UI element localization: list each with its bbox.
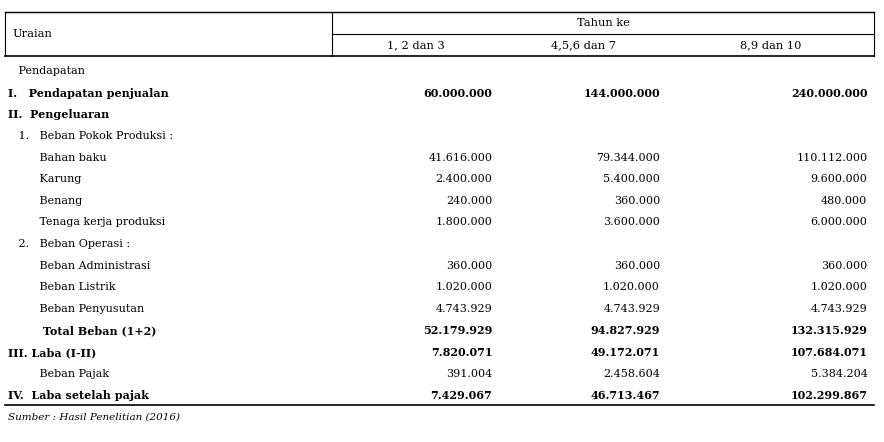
Text: 46.713.467: 46.713.467 xyxy=(591,390,660,401)
Text: Beban Pajak: Beban Pajak xyxy=(8,369,109,378)
Text: 1, 2 dan 3: 1, 2 dan 3 xyxy=(386,40,445,50)
Text: 49.172.071: 49.172.071 xyxy=(591,347,660,358)
Text: Beban Penyusutan: Beban Penyusutan xyxy=(8,304,144,314)
Text: 4,5,6 dan 7: 4,5,6 dan 7 xyxy=(551,40,616,50)
Text: 360.000: 360.000 xyxy=(821,261,867,271)
Text: 391.004: 391.004 xyxy=(446,369,492,378)
Text: 107.684.071: 107.684.071 xyxy=(790,347,867,358)
Text: 6.000.000: 6.000.000 xyxy=(811,217,867,228)
Text: 360.000: 360.000 xyxy=(613,196,660,206)
Text: 144.000.000: 144.000.000 xyxy=(583,88,660,99)
Text: 102.299.867: 102.299.867 xyxy=(790,390,867,401)
Text: Karung: Karung xyxy=(8,174,81,184)
Text: 94.827.929: 94.827.929 xyxy=(591,325,660,336)
Text: 79.344.000: 79.344.000 xyxy=(596,152,660,163)
Text: 1.   Beban Pokok Produksi :: 1. Beban Pokok Produksi : xyxy=(8,131,173,141)
Text: 110.112.000: 110.112.000 xyxy=(796,152,867,163)
Text: 360.000: 360.000 xyxy=(446,261,492,271)
Text: 1.020.000: 1.020.000 xyxy=(811,282,867,292)
Text: 480.000: 480.000 xyxy=(821,196,867,206)
Text: III. Laba (I-II): III. Laba (I-II) xyxy=(8,347,96,358)
Text: 4.743.929: 4.743.929 xyxy=(603,304,660,314)
Text: 1.800.000: 1.800.000 xyxy=(436,217,492,228)
Text: Beban Administrasi: Beban Administrasi xyxy=(8,261,150,271)
Text: I.   Pendapatan penjualan: I. Pendapatan penjualan xyxy=(8,88,169,99)
Text: 4.743.929: 4.743.929 xyxy=(811,304,867,314)
Text: Uraian: Uraian xyxy=(12,29,52,39)
Text: 2.   Beban Operasi :: 2. Beban Operasi : xyxy=(8,239,130,249)
Text: Total Beban (1+2): Total Beban (1+2) xyxy=(8,325,156,336)
Text: 132.315.929: 132.315.929 xyxy=(790,325,867,336)
Text: 7.820.071: 7.820.071 xyxy=(431,347,492,358)
Text: Bahan baku: Bahan baku xyxy=(8,152,106,163)
Text: 9.600.000: 9.600.000 xyxy=(811,174,867,184)
Text: Tahun ke: Tahun ke xyxy=(576,18,629,28)
Text: 3.600.000: 3.600.000 xyxy=(603,217,660,228)
Text: 5.400.000: 5.400.000 xyxy=(603,174,660,184)
Text: 240.000: 240.000 xyxy=(446,196,492,206)
Text: 7.429.067: 7.429.067 xyxy=(431,390,492,401)
Text: 5.384.204: 5.384.204 xyxy=(811,369,867,378)
Text: 8,9 dan 10: 8,9 dan 10 xyxy=(740,40,802,50)
Text: Pendapatan: Pendapatan xyxy=(8,66,85,76)
Text: 1.020.000: 1.020.000 xyxy=(436,282,492,292)
Text: Sumber : Hasil Penelitian (2016): Sumber : Hasil Penelitian (2016) xyxy=(8,412,179,422)
Text: 240.000.000: 240.000.000 xyxy=(791,88,867,99)
Text: 2.400.000: 2.400.000 xyxy=(436,174,492,184)
Text: Tenaga kerja produksi: Tenaga kerja produksi xyxy=(8,217,165,228)
Text: Beban Listrik: Beban Listrik xyxy=(8,282,116,292)
Text: 41.616.000: 41.616.000 xyxy=(429,152,492,163)
Text: 52.179.929: 52.179.929 xyxy=(423,325,492,336)
Text: Benang: Benang xyxy=(8,196,82,206)
Text: 60.000.000: 60.000.000 xyxy=(423,88,492,99)
Text: 2.458.604: 2.458.604 xyxy=(603,369,660,378)
Text: 1.020.000: 1.020.000 xyxy=(603,282,660,292)
Text: 4.743.929: 4.743.929 xyxy=(436,304,492,314)
Text: 360.000: 360.000 xyxy=(613,261,660,271)
Text: IV.  Laba setelah pajak: IV. Laba setelah pajak xyxy=(8,390,149,401)
Text: II.  Pengeluaran: II. Pengeluaran xyxy=(8,110,109,121)
